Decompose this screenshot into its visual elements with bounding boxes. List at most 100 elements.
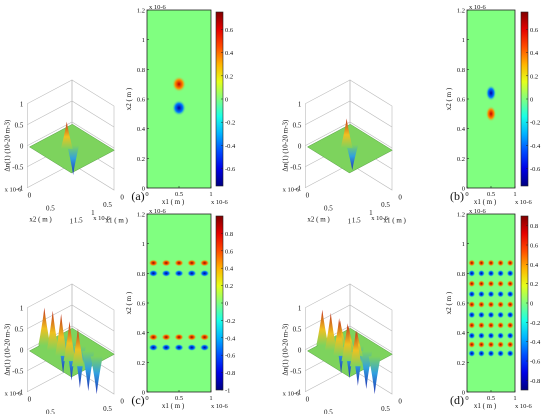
- heatmap-blob: [161, 333, 171, 341]
- colorbar-tick-label: 0: [530, 97, 533, 104]
- x2-exponent: x 10-6: [5, 391, 23, 398]
- x-exponent: x 10-6: [515, 199, 533, 206]
- z-tick-label: -0.5: [290, 164, 302, 172]
- x2-tick-label: 0.5: [324, 205, 333, 213]
- x2-tick-label: 1: [348, 218, 352, 226]
- surface-peak: [82, 351, 95, 392]
- heatmap-blob: [497, 290, 505, 298]
- heatmap-blob: [485, 105, 497, 122]
- z-tick-label: -1: [18, 185, 24, 193]
- heatmap-blob: [506, 280, 514, 288]
- y-exponent: x 10-6: [469, 4, 487, 11]
- heatmap-blob: [497, 311, 505, 319]
- y-tick-label: 0.4: [457, 330, 466, 337]
- y-axis-label: x2 ( m ): [445, 87, 453, 110]
- heatmap-blob: [468, 311, 476, 319]
- heatmap-blob: [468, 259, 476, 267]
- surface-peak: [46, 310, 59, 351]
- colorbar-tick-label: -0.4: [225, 335, 236, 342]
- z-tick-label: 0.5: [293, 122, 302, 130]
- z-axis-label: Δn(1) (10-20 m-3): [3, 119, 11, 172]
- heatmap-y-axis: 1.2 1 0.8 0.6 0.4 0.2 0 x2 ( m ) x 10-6: [445, 208, 487, 397]
- back-wall-left: [27, 79, 73, 189]
- colorbar-tick-label: 0.2: [530, 281, 538, 288]
- z-tick-label: 1: [298, 101, 302, 109]
- x1-axis-b: 0 0.5 1 1.5 x1 ( m )x 10-6: [352, 193, 407, 224]
- x-tick-label: 0.5: [487, 191, 495, 198]
- colorbar-tick-label: 0: [225, 97, 228, 104]
- surface-peak: [324, 312, 337, 351]
- x-exponent: x 10-6: [211, 199, 229, 206]
- y-exponent: x 10-6: [469, 208, 487, 215]
- y-tick-label: 0.4: [137, 126, 146, 133]
- heatmap-blob: [487, 269, 495, 277]
- surface-peak: [71, 328, 84, 367]
- grid-line: [27, 304, 115, 332]
- colorbar-tick-label: -0.8: [225, 370, 235, 377]
- colorbar-tick-label: -0.2: [530, 120, 540, 127]
- x2-exponent: x 10-6: [283, 187, 301, 194]
- y-tick-label: 0.2: [457, 360, 465, 367]
- surface-peak: [346, 144, 359, 171]
- grid-line: [27, 121, 115, 149]
- heatmap-blob: [485, 85, 497, 102]
- heatmap-blob: [148, 259, 159, 267]
- heatmap-blob: [487, 311, 495, 319]
- x1-tick-label: 1: [91, 413, 95, 414]
- heatmap-blob: [506, 259, 514, 267]
- colorbar-tick-label: 0.6: [530, 243, 539, 250]
- x2-tick-label: 1: [70, 218, 74, 226]
- colorbar-tick-label: 0.8: [530, 223, 538, 230]
- heatmap-blob: [468, 269, 476, 277]
- heatmap-blob: [174, 259, 184, 267]
- heatmap-blob: [477, 349, 485, 357]
- colorbar-tick-label: 0.8: [225, 231, 233, 238]
- y-tick-label: 0.8: [457, 67, 465, 74]
- heatmap-blob: [497, 321, 505, 329]
- x1-tick-label: 0: [398, 397, 402, 405]
- z-tick-label: 1: [20, 305, 24, 313]
- x2-tick-label: 0: [306, 396, 310, 404]
- heatmap-blob: [174, 269, 184, 277]
- colorbar-c: 0.8 0.6 0.4 0.2 0 -0.2 -0.4 -0.6 -0.8 -1: [215, 215, 236, 395]
- y-tick-label: 0.2: [457, 156, 465, 163]
- colorbar-tick-label: -0.8: [530, 378, 540, 385]
- colorbar-tick-label: -1: [225, 388, 230, 395]
- y-tick-label: 0: [462, 186, 465, 193]
- z-tick-label: 0: [20, 143, 24, 151]
- panel-label-d: (d): [450, 393, 464, 407]
- x2-exponent: x 10-6: [5, 187, 23, 194]
- heatmap-blob: [497, 280, 505, 288]
- x1-tick-label: 0.5: [381, 201, 390, 209]
- heatmap-blob: [506, 321, 514, 329]
- heatmap-blob: [506, 340, 514, 349]
- x1-axis-c: 00.511.5x1 ( m )x 10-6: [91, 397, 124, 414]
- y-tick-label: 0.2: [137, 156, 145, 163]
- colorbar-tick-label: 0.6: [225, 248, 234, 255]
- colorbar-tick-label: 0.2: [530, 73, 538, 80]
- x2-tick-label: 0.5: [324, 409, 333, 414]
- x-tick-label: 1: [513, 395, 516, 402]
- x-exponent: x 10-6: [211, 403, 229, 410]
- y-tick-label: 0.6: [457, 97, 466, 104]
- surface-peak: [38, 307, 51, 346]
- heatmap-background: [147, 214, 211, 392]
- x1-tick-label: 0.5: [103, 405, 112, 413]
- heatmap-x-axis: 0 0.5 1 x1 ( m ) x 10-6: [145, 186, 229, 206]
- y-tick-label: 1.2: [457, 212, 465, 219]
- heatmap-background: [147, 10, 211, 188]
- y-tick-label: 1: [142, 241, 145, 248]
- y-exponent: x 10-6: [149, 208, 167, 215]
- x-tick-label: 1: [209, 191, 212, 198]
- heatmap-blob: [506, 349, 514, 357]
- heatmap-blob: [497, 300, 505, 309]
- surface-plot-a: 1 0.5 0 -0.5 -1 Δn(1) (10-20 m-3) 0 0.5 1 x2 ( m …: [3, 79, 129, 226]
- x-axis-label: x1 ( m ): [162, 402, 185, 410]
- heatmap-blob: [174, 343, 184, 352]
- x2-axis-b: 0 0.5 1 x2 ( m ) x 10-6: [283, 187, 352, 226]
- x2-tick-label: 0: [28, 396, 32, 404]
- heatmap-blob: [468, 340, 476, 349]
- z-tick-label: 0: [298, 347, 302, 355]
- x1-tick-label: 1.5: [74, 217, 83, 225]
